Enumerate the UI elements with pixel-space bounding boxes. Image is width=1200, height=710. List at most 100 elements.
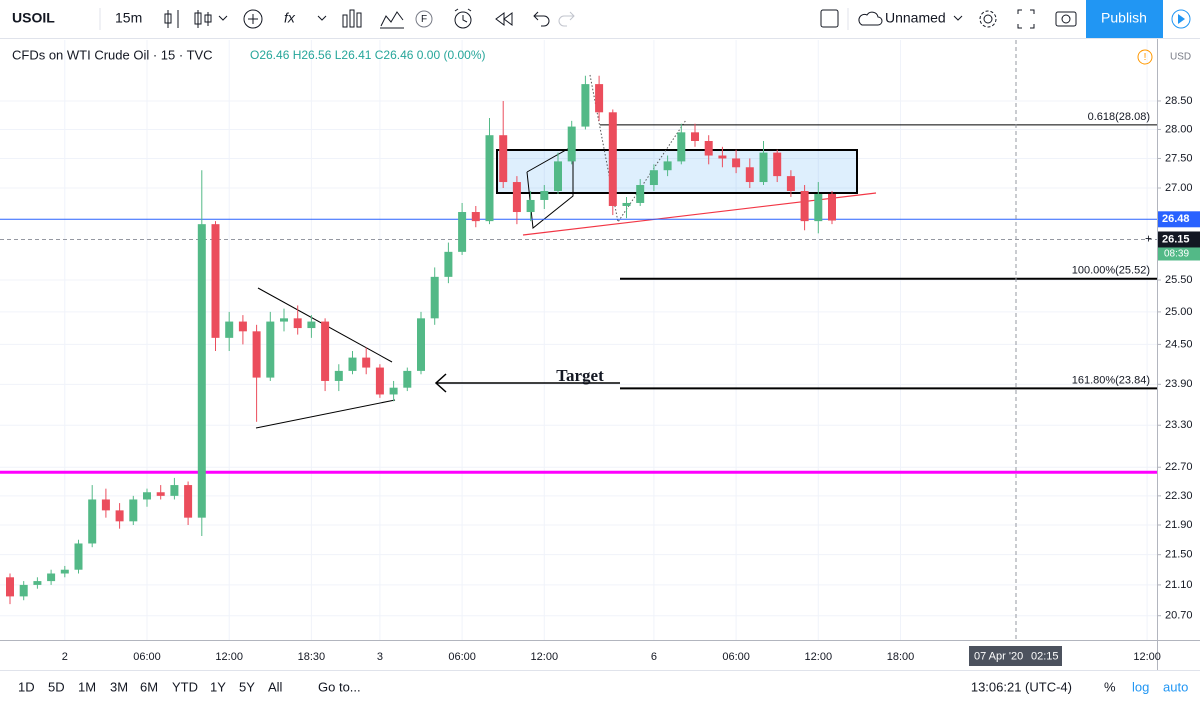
cloud-icon[interactable] — [858, 11, 883, 26]
candle-body — [6, 577, 14, 597]
range-button[interactable]: 3M — [110, 679, 128, 694]
symbol[interactable]: USOIL — [12, 10, 55, 26]
candle-body — [362, 357, 371, 368]
candle-body — [170, 485, 179, 496]
compare-icon[interactable] — [243, 9, 263, 29]
toolbar — [0, 0, 1200, 38]
templates-icon[interactable] — [342, 9, 362, 28]
candle-body — [211, 224, 220, 338]
range-button[interactable]: 1M — [78, 679, 96, 694]
y-tick-label: 21.90 — [1165, 519, 1193, 531]
candle-body — [417, 318, 425, 371]
candle-body — [238, 321, 247, 332]
play-icon[interactable] — [1171, 9, 1191, 29]
x-tick-label: 12:00 — [531, 651, 559, 663]
fundamentals-label: F — [421, 14, 427, 25]
y-tick-label: 27.50 — [1165, 152, 1193, 164]
y-tick-label: 20.70 — [1165, 610, 1193, 622]
candle-body — [526, 199, 535, 213]
warning-icon[interactable] — [1137, 49, 1153, 65]
candle-body — [321, 321, 330, 381]
candle-body — [252, 331, 261, 378]
candle-body — [800, 190, 809, 222]
expand-icon[interactable] — [1017, 9, 1035, 29]
candle-body — [74, 543, 83, 570]
candle-body — [718, 155, 727, 159]
candle-body — [348, 357, 357, 371]
candle-body — [691, 132, 699, 141]
candle-body — [828, 193, 836, 221]
chevron[interactable] — [953, 15, 963, 21]
range-button[interactable]: YTD — [172, 679, 198, 694]
candle-body — [773, 152, 782, 177]
candle-body — [567, 126, 576, 162]
candle-body — [649, 170, 658, 186]
y-tick-label: 21.10 — [1165, 579, 1193, 591]
candle-body — [403, 370, 412, 388]
snapshot-icon[interactable] — [1055, 11, 1077, 27]
alert-icon[interactable] — [454, 8, 472, 29]
log-toggle[interactable]: log — [1132, 679, 1149, 694]
crosshair-date: 07 Apr '20 — [974, 650, 1023, 662]
auto-toggle[interactable]: auto — [1163, 679, 1188, 694]
y-tick-label: 25.50 — [1165, 274, 1193, 286]
redo-icon[interactable] — [558, 11, 575, 27]
candle-body — [732, 158, 741, 168]
arrow-head — [434, 373, 447, 393]
chart-style-icon[interactable] — [164, 10, 228, 28]
candle-body — [101, 499, 110, 511]
candle-body — [143, 492, 151, 500]
x-tick-label: 18:30 — [298, 651, 326, 663]
candle-body — [499, 135, 508, 183]
replay-icon[interactable] — [495, 12, 513, 26]
candle-body — [745, 167, 754, 183]
publish-button[interactable] — [1086, 0, 1163, 38]
x-tick-label: 06:00 — [448, 651, 476, 663]
candle-body — [88, 499, 97, 544]
x-tick-label: 12:00 — [1133, 651, 1161, 663]
x-tick-label: 2 — [62, 651, 68, 663]
fullscreen-toggle[interactable] — [820, 9, 839, 28]
drawings: Target 0.618(28.08) 100.00%(25.52) 161.80%… — [0, 40, 1157, 640]
candle-body — [540, 190, 549, 200]
chart-type-icon[interactable] — [380, 11, 404, 29]
publish-label: Publish — [1101, 10, 1147, 26]
fundamentals-icon[interactable] — [415, 10, 433, 28]
range-button[interactable]: 5D — [48, 679, 65, 694]
candle-body — [430, 276, 439, 319]
settings-icon[interactable] — [979, 10, 997, 28]
candle-body — [389, 387, 398, 395]
candle-body — [266, 321, 275, 378]
percent-toggle[interactable]: % — [1104, 679, 1116, 694]
indicators-button[interactable]: fx — [284, 10, 296, 26]
candle-body — [60, 569, 69, 574]
candle-body — [293, 318, 302, 329]
fib-label: 0.618(28.08) — [1088, 111, 1150, 123]
candle-body — [129, 499, 138, 522]
x-tick-label: 12:00 — [215, 651, 243, 663]
currency: USD — [1170, 52, 1191, 63]
layout-name[interactable]: Unnamed — [885, 10, 946, 26]
chevron[interactable] — [317, 15, 327, 21]
candle-body — [225, 321, 234, 338]
range-button[interactable]: 1D — [18, 679, 35, 694]
range-button[interactable]: 1Y — [210, 679, 226, 694]
interval[interactable]: 15m — [115, 10, 142, 26]
chart-title: CFDs on WTI Crude Oil · 15 · TVC — [12, 47, 213, 62]
undo-icon[interactable] — [533, 11, 550, 27]
x-tick-label: 12:00 — [805, 651, 833, 663]
x-tick-label: 06:00 — [722, 651, 750, 663]
candle-body — [334, 370, 343, 381]
grid — [0, 40, 1157, 640]
y-tick-label: 25.00 — [1165, 306, 1193, 318]
triangle-line — [255, 399, 396, 429]
y-tick-label: 24.50 — [1165, 338, 1193, 350]
goto-button[interactable]: Go to... — [318, 679, 361, 694]
range-button[interactable]: 6M — [140, 679, 158, 694]
range-button[interactable]: 5Y — [239, 679, 255, 694]
candle-body — [814, 193, 823, 222]
bottom-bar: 1D 5D 1M 3M 6M YTD 1Y 5Y All — [18, 679, 283, 694]
range-button[interactable]: All — [268, 679, 283, 694]
candle-body — [115, 510, 124, 522]
